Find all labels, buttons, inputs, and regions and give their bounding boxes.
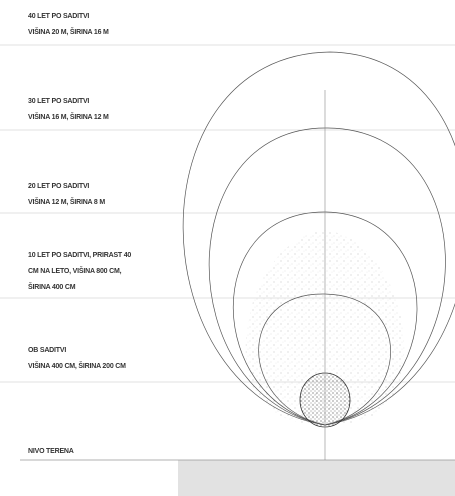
stage-label: 10 LET PO SADITVI, PRIRAST 40 (28, 252, 131, 259)
tree-crowns (183, 52, 455, 460)
stage-label: 30 LET PO SADITVI (28, 98, 89, 105)
stage-label: OB SADITVI (28, 347, 66, 354)
stage-label: NIVO TERENA (28, 448, 74, 455)
ground (178, 460, 455, 496)
diagram: 40 LET PO SADITVI VIŠINA 20 M, ŠIRINA 16 … (0, 0, 455, 496)
stage-label: 40 LET PO SADITVI (28, 13, 89, 20)
stage-label: VIŠINA 20 M, ŠIRINA 16 M (28, 27, 109, 36)
stage-label: VIŠINA 16 M, ŠIRINA 12 M (28, 112, 109, 121)
stage-label: VIŠINA 400 CM, ŠIRINA 200 CM (28, 361, 126, 370)
stage-labels: 40 LET PO SADITVI VIŠINA 20 M, ŠIRINA 16 … (28, 13, 131, 455)
stage-label: 20 LET PO SADITVI (28, 183, 89, 190)
stage-label: ŠIRINA 400 CM (28, 282, 76, 291)
stage-label: CM NA LETO, VIŠINA 800 CM, (28, 266, 122, 275)
stage-label: VIŠINA 12 M, ŠIRINA 8 M (28, 197, 105, 206)
